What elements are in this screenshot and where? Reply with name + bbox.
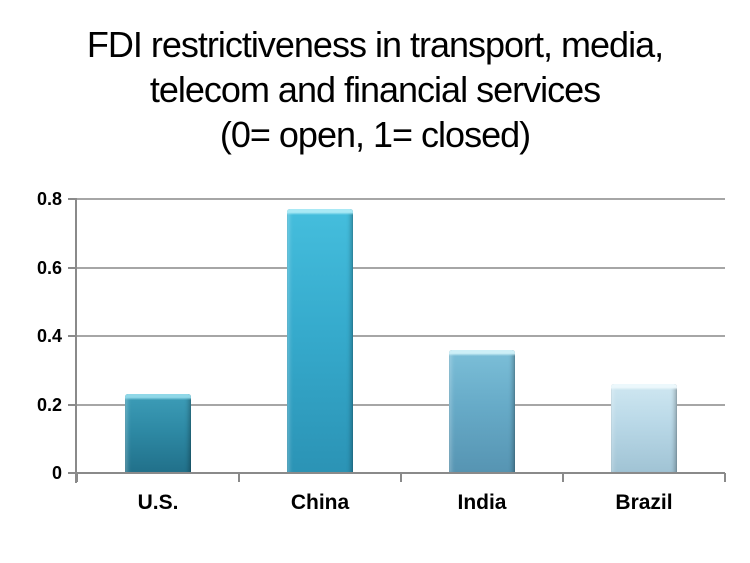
bar-top-bevel [449, 349, 515, 356]
chart-title-line-3: (0= open, 1= closed) [219, 114, 531, 155]
bar-china [287, 209, 353, 473]
y-axis-label: 0 [51, 463, 62, 483]
gridline [77, 335, 725, 337]
y-axis-line [75, 198, 77, 483]
x-axis-tick [562, 473, 564, 482]
y-axis-label: 0.8 [36, 189, 62, 209]
x-axis-label: China [290, 491, 350, 514]
chart-title: FDI restrictiveness in transport, media,… [0, 22, 750, 157]
x-axis-tick [724, 473, 726, 482]
x-axis-label: Brazil [615, 491, 673, 514]
y-axis-tick [68, 335, 77, 337]
x-axis-label: India [457, 491, 507, 514]
y-axis-tick [68, 403, 77, 406]
x-axis-label: U.S. [137, 491, 179, 514]
gridline [77, 266, 725, 269]
y-axis-tick [68, 198, 77, 200]
plot-area: 0 0.2 0.4 0.6 0.8 U.S. China India Brazil [37, 189, 726, 514]
y-axis-label: 0.2 [36, 394, 62, 415]
bar-india [449, 349, 515, 473]
x-axis-tick [238, 473, 240, 482]
y-axis-tick [68, 472, 77, 474]
gridline [77, 198, 725, 200]
bar-us [125, 394, 191, 473]
y-axis-label: 0.6 [36, 257, 62, 278]
y-axis-label: 0.4 [36, 326, 62, 346]
chart-title-line-2: telecom and financial services [149, 69, 601, 110]
bar-brazil [611, 383, 677, 473]
x-axis-tick [76, 473, 78, 482]
bar-top-bevel [287, 209, 353, 216]
chart-title-line-1: FDI restrictiveness in transport, media, [86, 24, 664, 65]
bar-top-bevel [611, 383, 677, 390]
y-axis-tick [68, 266, 77, 269]
x-axis-tick [400, 473, 402, 482]
bar-top-bevel [125, 394, 191, 401]
gridline [77, 403, 725, 406]
